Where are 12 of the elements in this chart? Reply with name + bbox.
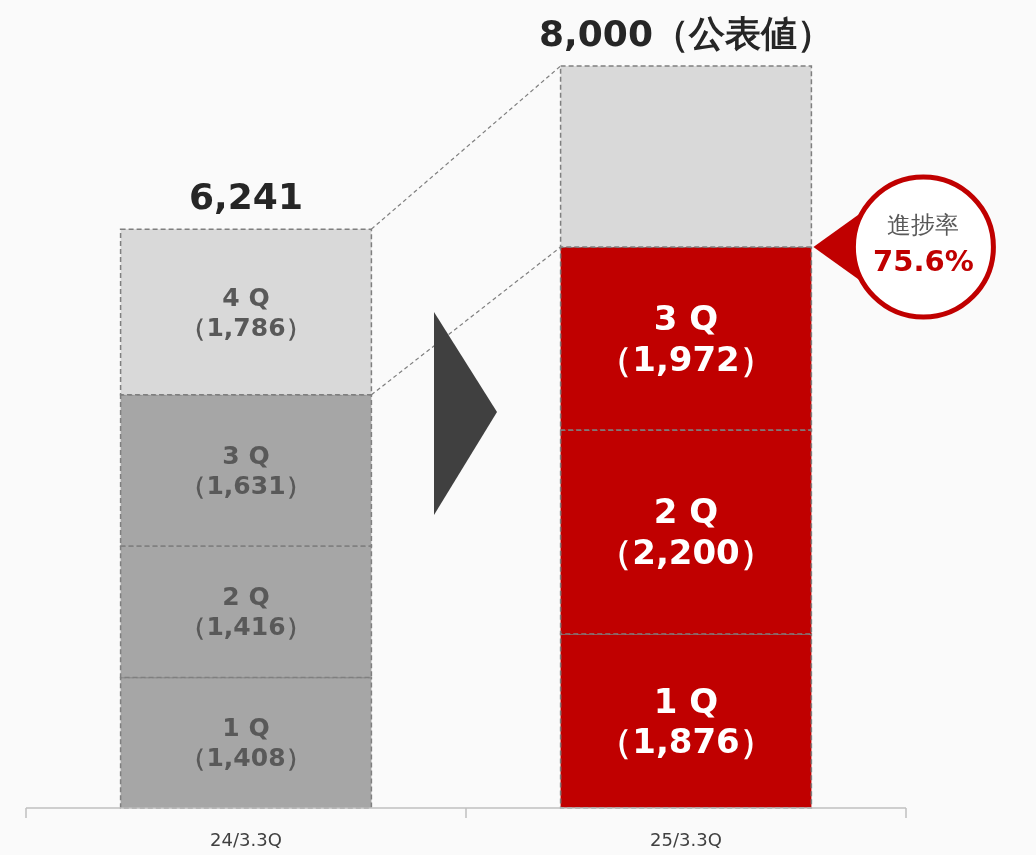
data-label: 2 Q （1,416） <box>181 582 311 642</box>
annotation: 進捗率 75.6% <box>873 211 974 279</box>
data-label: 3 Q （1,972） <box>598 298 774 379</box>
data-label: 2 Q （2,200） <box>598 491 774 573</box>
data-label: 1 Q （1,408） <box>181 713 311 773</box>
data-label: 3 Q （1,631） <box>181 441 311 501</box>
x-tick-label: 25/3.3Q <box>650 829 722 850</box>
data-label: 4 Q （1,786） <box>181 282 311 342</box>
x-tick-label: 24/3.3Q <box>210 829 282 850</box>
total-label: 6,241 <box>189 176 303 218</box>
total-label: 8,000（公表値） <box>539 13 833 54</box>
data-label: 1 Q （1,876） <box>598 680 774 762</box>
